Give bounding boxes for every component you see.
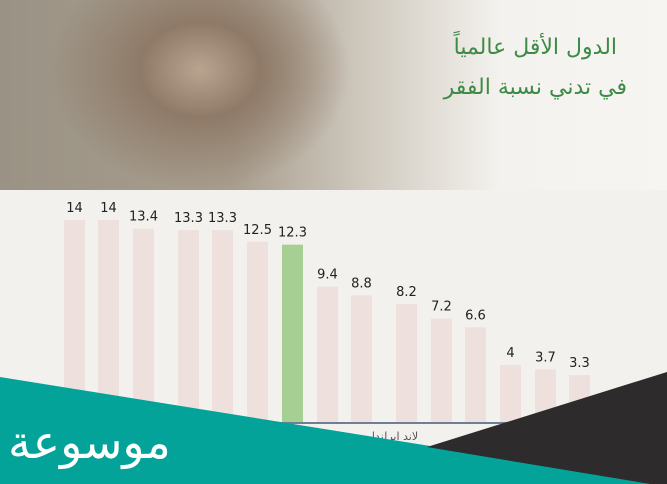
header-photo <box>0 0 667 190</box>
bar <box>133 228 154 423</box>
bar-value-label: 14 <box>66 201 83 216</box>
bar-value-label: 6.6 <box>465 308 486 323</box>
bar-value-label: 9.4 <box>317 268 338 283</box>
site-logo: موسوعة <box>8 415 171 469</box>
bar <box>351 295 372 423</box>
bar-value-label: 3.3 <box>569 356 590 371</box>
bar <box>178 230 199 423</box>
bar <box>431 318 452 423</box>
bar-value-label: 12.3 <box>278 226 307 241</box>
bar-value-label: 13.3 <box>208 211 237 226</box>
bar <box>500 365 521 423</box>
bar-value-label: 7.2 <box>431 300 452 315</box>
bar-chart: 14 14 13.4 13.3 13.3 12.5 12.3 9.4 8.8 8.2 7.2 6.6 4… <box>64 201 600 443</box>
bar-value-label: 13.3 <box>174 211 203 226</box>
title-line-1: الدول الأقل عالمياً <box>453 35 618 60</box>
bar-value-label: 4 <box>506 346 514 361</box>
bar <box>396 304 417 423</box>
bar <box>317 286 338 423</box>
bar <box>247 241 268 423</box>
bar <box>212 230 233 423</box>
bar-value-label: 3.7 <box>535 350 556 365</box>
bar-value-label: 13.4 <box>129 210 158 225</box>
title-line-2: في تدني نسبة الفقر <box>443 75 627 100</box>
bar-value-label: 14 <box>100 201 117 216</box>
bar-value-label: 12.5 <box>243 223 272 238</box>
bar <box>465 327 486 423</box>
infographic-title: الدول الأقل عالمياً في تدني نسبة الفقر <box>444 28 627 108</box>
bar <box>282 244 303 423</box>
bar <box>64 220 85 423</box>
bar-value-label: 8.2 <box>396 285 417 300</box>
dark-triangle <box>427 372 667 484</box>
bar-value-label: 8.8 <box>351 276 372 291</box>
bar <box>98 220 119 423</box>
